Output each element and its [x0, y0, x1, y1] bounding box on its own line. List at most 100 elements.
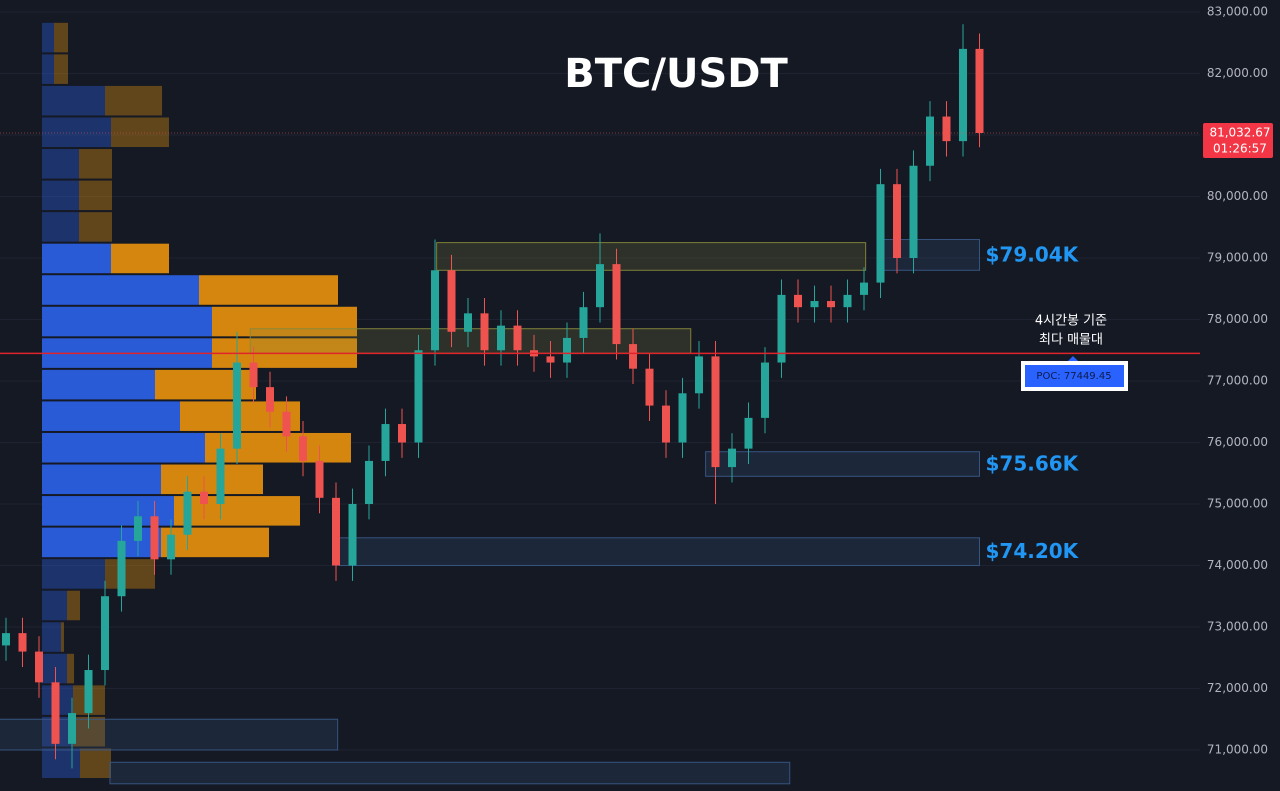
profile-buy — [42, 590, 67, 621]
zone — [436, 242, 867, 271]
profile-buy — [42, 369, 155, 400]
candle-body — [777, 294, 786, 363]
candle-body — [794, 294, 802, 308]
profile-buy — [42, 306, 212, 337]
candle-body — [497, 325, 505, 351]
profile-sell — [205, 432, 351, 463]
profile-sell — [67, 590, 80, 621]
y-tick-label: 82,000.00 — [1207, 66, 1268, 80]
profile-sell — [111, 243, 169, 274]
candle-body — [827, 301, 835, 308]
candle-body — [678, 393, 687, 443]
candle-body — [909, 165, 918, 258]
y-tick-label: 79,000.00 — [1207, 250, 1268, 264]
candle-body — [315, 460, 324, 498]
candle-body — [365, 460, 373, 504]
candle-body — [150, 516, 159, 560]
candle-body — [266, 387, 274, 412]
profile-sell — [212, 306, 357, 337]
candle-body — [942, 116, 951, 142]
profile-sell — [105, 85, 162, 116]
candle-body — [612, 264, 621, 345]
candle-body — [810, 301, 819, 308]
zone-label: $79.04K — [986, 242, 1080, 266]
y-tick-label: 72,000.00 — [1207, 681, 1268, 695]
candle-body — [381, 424, 390, 461]
profile-buy — [42, 527, 161, 558]
candle-body — [959, 48, 967, 142]
y-tick-label: 83,000.00 — [1207, 4, 1268, 18]
zone — [0, 718, 339, 751]
chart-title: BTC/USDT — [564, 51, 788, 97]
price-tag-label: 81,032.67 — [1209, 125, 1270, 139]
candle-body — [183, 491, 192, 535]
profile-buy — [42, 622, 61, 652]
candle-body — [546, 356, 555, 363]
price-tag — [1203, 122, 1273, 158]
y-tick-label: 75,000.00 — [1207, 496, 1268, 510]
profile-buy — [42, 117, 111, 148]
zone-label: $74.20K — [986, 539, 1080, 563]
profile-buy — [42, 401, 180, 431]
candle-body — [464, 313, 472, 332]
candle-body — [348, 503, 357, 566]
candle-body — [167, 534, 175, 560]
profile-buy — [42, 559, 105, 589]
candle-body — [843, 294, 852, 308]
candle-body — [563, 337, 571, 363]
candle-body — [84, 670, 93, 714]
candle-body — [860, 282, 868, 295]
profile-sell — [111, 117, 169, 148]
zone — [705, 451, 980, 477]
y-tick-label: 71,000.00 — [1207, 742, 1268, 756]
candle-body — [893, 184, 901, 258]
profile-buy — [42, 212, 79, 242]
profile-buy — [42, 748, 80, 779]
y-tick-label: 80,000.00 — [1207, 189, 1268, 203]
y-tick-label: 78,000.00 — [1207, 312, 1268, 326]
candles — [2, 24, 984, 769]
profile-sell — [174, 496, 300, 526]
candle-body — [134, 516, 142, 541]
profile-sell — [54, 54, 68, 84]
candle-body — [332, 497, 340, 566]
candle-body — [596, 264, 604, 308]
candle-body — [18, 633, 27, 652]
candle-body — [711, 356, 720, 468]
candle-body — [876, 184, 885, 283]
candle-body — [51, 682, 60, 744]
candle-body — [249, 362, 258, 388]
profile-sell — [80, 748, 111, 779]
zone-label: $75.66K — [986, 452, 1080, 476]
candle-body — [728, 448, 736, 468]
candle-body — [579, 307, 588, 338]
candle-body — [200, 491, 208, 504]
candle-body — [35, 651, 43, 683]
zone — [249, 328, 692, 354]
profile-sell — [199, 275, 338, 305]
annotation: 4시간봉 기준 — [1035, 314, 1107, 329]
candle-body — [216, 448, 225, 504]
candle-body — [2, 633, 10, 646]
profile-buy — [42, 54, 54, 84]
y-tick-label: 77,000.00 — [1207, 373, 1268, 387]
profile-buy — [42, 85, 105, 116]
candle-body — [662, 405, 670, 443]
candle-body — [398, 424, 406, 443]
candle-body — [975, 48, 984, 133]
candle-body — [629, 344, 637, 369]
candle-body — [431, 270, 439, 351]
profile-buy — [42, 149, 79, 179]
countdown: 01:26:57 — [1213, 141, 1267, 155]
candle-body — [480, 313, 489, 351]
profile-buy — [42, 22, 54, 53]
candle-body — [744, 417, 753, 449]
profile-sell — [54, 22, 68, 53]
candle-body — [513, 325, 522, 351]
annotation: 최다 매물대 — [1039, 333, 1103, 348]
profile-sell — [105, 559, 155, 589]
candle-body — [117, 540, 126, 597]
candle-body — [447, 270, 456, 332]
